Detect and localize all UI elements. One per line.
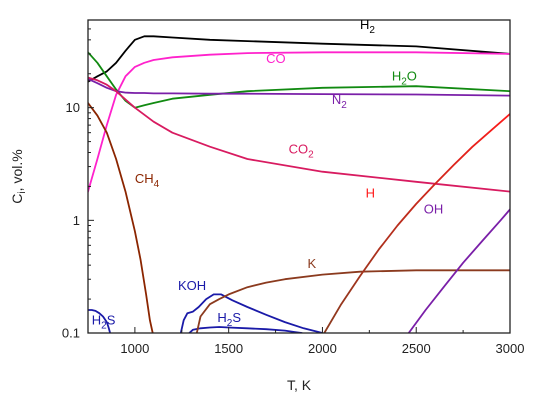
- series-line-ch4: [88, 102, 154, 333]
- series-label-h: H: [366, 185, 375, 200]
- series-label-n2: N2: [332, 92, 347, 111]
- series-label-oh: OH: [424, 201, 444, 216]
- x-tick-label: 3000: [496, 341, 525, 356]
- series-label-ch4: CH4: [135, 171, 160, 190]
- series-line-h2o: [88, 51, 510, 109]
- series-line-h2s-high-t: [188, 326, 303, 333]
- x-tick-label: 2500: [402, 341, 431, 356]
- series-line-h2: [88, 35, 510, 83]
- series-label-koh: KOH: [178, 278, 206, 293]
- series-label-h2o: H2O: [392, 68, 417, 87]
- series-line-co: [88, 51, 510, 193]
- x-axis: 1000 1500 2000 2500 3000: [120, 327, 524, 356]
- series-label-co2: CO2: [289, 142, 315, 161]
- series-label-co: CO: [266, 51, 286, 66]
- series-line-k: [195, 269, 510, 333]
- y-axis-title-sub: i: [17, 191, 28, 193]
- series-label-k: K: [307, 256, 316, 271]
- x-axis-title: T, K: [287, 377, 312, 393]
- y-tick-label: 1: [73, 213, 80, 228]
- y-axis: 0.1 1 10: [62, 19, 94, 341]
- y-axis-title-main: C: [9, 194, 25, 204]
- y-tick-label: 10: [66, 100, 80, 115]
- series-line-koh: [179, 293, 324, 333]
- series-line-oh: [407, 208, 510, 333]
- y-axis-title: Ci, vol.%: [9, 149, 28, 203]
- series-line-h2s-low-t: [88, 309, 111, 333]
- y-axis-title-rest: , vol.%: [9, 149, 25, 191]
- series-label-h2s-low-t: H2S: [92, 312, 116, 331]
- series-line-n2: [88, 78, 510, 97]
- series-labels: H2 CO H2O N2 CO2 CH4 H2S KOH H2S K H OH: [92, 17, 443, 332]
- y-tick-label: 0.1: [62, 326, 80, 341]
- x-tick-label: 2000: [308, 341, 337, 356]
- x-tick-label: 1500: [214, 341, 243, 356]
- series-label-h2: H2: [360, 17, 375, 36]
- series-label-h2s-high-t: H2S: [217, 310, 241, 329]
- series-line-h: [323, 113, 510, 333]
- x-tick-label: 1000: [120, 341, 149, 356]
- series-line-co2: [88, 76, 510, 193]
- plot-frame: [87, 19, 511, 334]
- plot-area: [88, 35, 510, 333]
